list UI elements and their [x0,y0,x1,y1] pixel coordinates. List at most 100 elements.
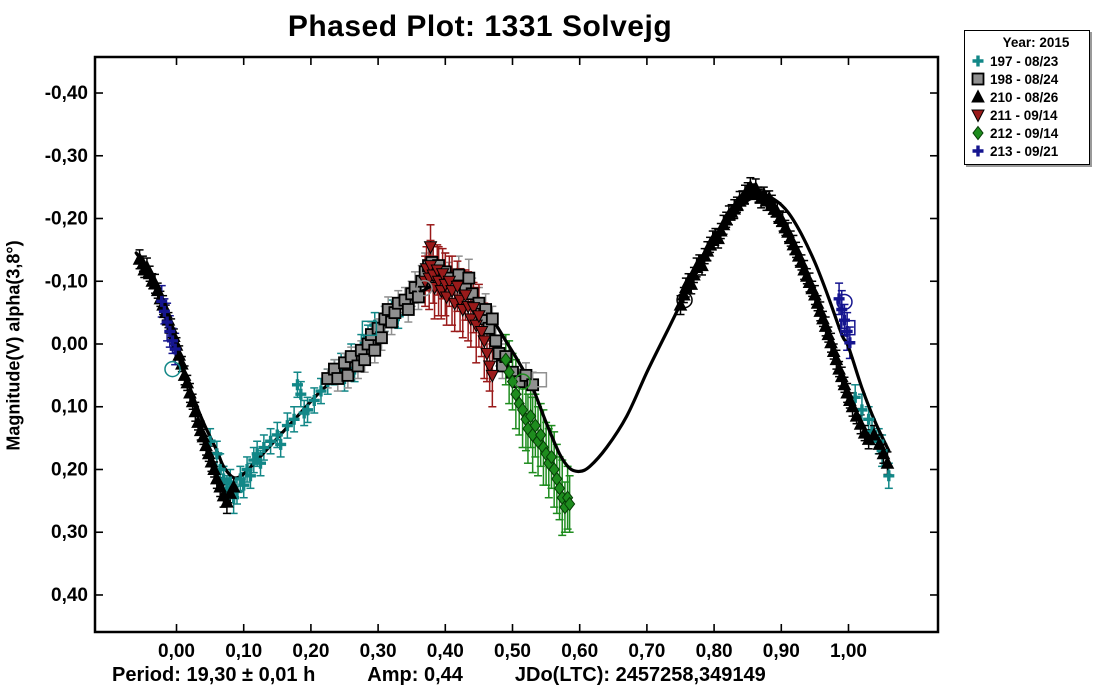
triangle-up-marker [684,276,699,290]
open-circle-marker [514,373,531,390]
plus-marker [863,413,875,425]
diamond-marker [545,449,558,465]
x-tick-label: 1,00 [830,641,867,662]
plus-marker [308,394,320,406]
diamond-marker [563,496,576,512]
open-square-marker [840,319,856,336]
jdo-value: JDo(LTC): 2457258,349149 [514,664,766,686]
plus-marker [258,442,270,454]
x-tick-label: 0,50 [494,641,531,662]
triangle-up-marker [876,446,891,460]
diamond-marker [972,125,984,141]
open-circle-marker [416,279,433,297]
legend-item-197: 197 - 08/23 [969,52,1085,70]
y-axis-title: Magnitude(V) alpha(3,8°) [3,240,24,451]
y-tick-label: -0,10 [45,271,88,292]
diamond-marker [529,418,541,433]
triangle-up-marker [180,375,195,389]
legend-box: Year: 2015 197 - 08/23 198 - 08/24 210 - 0… [964,30,1090,165]
triangle-down-marker [482,360,497,374]
square-marker [462,271,476,285]
plus-marker [288,413,300,425]
legend-item-label: 213 - 09/21 [990,143,1059,159]
open-circle-marker [676,291,693,309]
plus-marker [271,429,283,441]
diamond-legend-icon [972,125,984,141]
x-tick-label: 0,10 [225,641,262,662]
triangle-up-marker [220,494,234,508]
plus-marker [972,145,984,157]
plus-marker [295,388,307,400]
diamond-marker [535,427,547,443]
triangle-up-marker [188,404,203,418]
x-tick-label: 0,70 [628,641,665,662]
triangle-up-marker [853,416,868,430]
x-tick-label: 0,30 [360,641,397,662]
legend-title: Year: 2015 [1002,35,1070,50]
plus-marker [972,55,984,67]
square-marker [341,368,355,382]
triangle-up-marker [829,352,844,366]
square-marker [479,303,493,316]
plus-marker [844,337,856,349]
plus-marker [856,404,868,416]
plus-marker [211,448,223,460]
open-circle-marker [164,360,181,378]
x-tick-label: 0,60 [561,641,598,662]
triangle-up-marker [880,455,895,469]
triangle-down-marker [480,347,494,361]
triangle-up-marker [971,89,985,103]
triangle-down-marker [466,302,481,316]
legend-item-212: 212 - 09/14 [969,124,1085,142]
plus-marker [265,435,277,447]
y-tick-label: 0,40 [51,585,88,606]
triangle-up-marker [711,231,725,245]
triangle-down-marker [439,291,454,305]
legend-item-211: 211 - 09/14 [969,106,1085,124]
plus-legend-icon [972,55,984,67]
plus-marker [156,295,168,307]
open-square-marker [361,320,378,337]
open-square-marker [531,372,548,388]
plus-marker [315,385,327,397]
fit-curve [134,193,891,480]
legend-item-210: 210 - 08/26 [969,88,1085,106]
triangle-down-marker [464,313,478,327]
x-tick-label: 0,20 [292,641,329,662]
triangle-up-marker [226,479,241,493]
triangle-down-marker [450,280,465,294]
legend-item-213: 213 - 09/21 [969,142,1085,160]
plus-marker [281,420,293,432]
square-marker [971,72,985,86]
square-marker [368,343,382,357]
diamond-marker [525,408,537,424]
triangle-down-marker [474,325,489,340]
period-value: Period: 19,30 ± 0,01 h [112,664,316,686]
plus-marker [241,463,253,475]
triangle-down-marker [472,310,486,324]
triangle-up-marker [223,485,238,499]
legend-item-label: 211 - 09/14 [990,107,1058,123]
triangle-down-marker [477,335,492,349]
plus-marker [255,457,267,469]
y-tick-label: -0,30 [45,146,88,167]
amplitude-value: Amp: 0,44 [367,664,463,686]
plus-marker [302,404,314,416]
page-title: Phased Plot: 1331 Solvejg [287,10,673,43]
y-tick-label: 0,20 [51,459,88,480]
triangle-up-marker [845,399,860,413]
triangle-up-marker [687,267,701,281]
plus-marker [244,470,256,482]
triangle-down-marker [435,268,450,282]
y-tick-label: -0,20 [45,209,88,230]
footer-stats: Period: 19,30 ± 0,01 h Amp: 0,44 JDo(LTC… [112,664,766,687]
triangle-down-marker [423,241,438,255]
plus-marker [238,479,250,491]
triangle-up-marker [185,394,200,408]
y-tick-label: 0,30 [51,522,88,543]
triangle-up-marker [849,408,864,422]
x-tick-label: 0,40 [427,641,464,662]
x-tick-label: 0,80 [696,641,733,662]
x-tick-label: 0,00 [158,641,195,662]
